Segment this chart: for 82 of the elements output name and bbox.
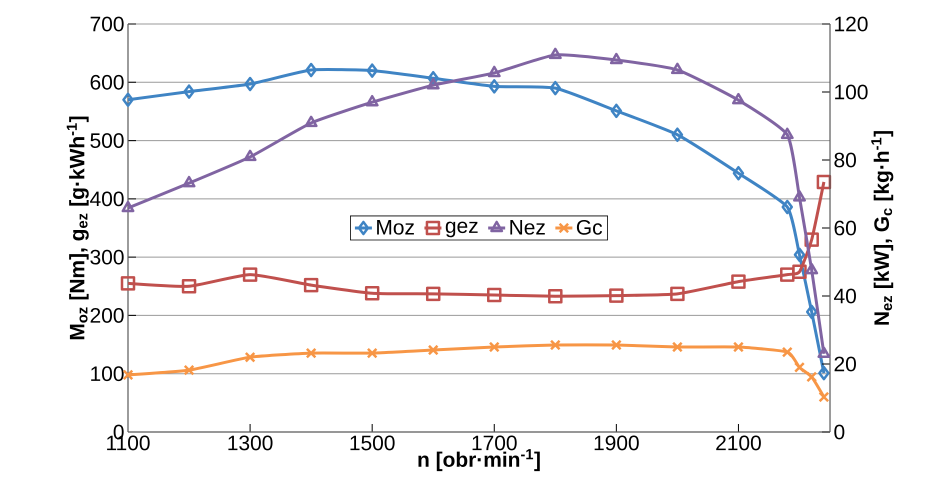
point bbox=[806, 304, 818, 320]
point bbox=[782, 200, 794, 214]
point bbox=[793, 190, 806, 202]
legend-label: Gc bbox=[576, 220, 602, 235]
y2-tick-label: 80 bbox=[834, 152, 856, 168]
point bbox=[782, 346, 793, 358]
point bbox=[732, 92, 745, 104]
point bbox=[780, 267, 795, 282]
point bbox=[610, 104, 622, 118]
point bbox=[244, 352, 256, 363]
point bbox=[818, 366, 830, 380]
y-tick-label: 700 bbox=[90, 16, 124, 32]
point bbox=[184, 364, 195, 376]
point bbox=[794, 248, 806, 262]
point bbox=[550, 339, 561, 350]
y-tick-label: 400 bbox=[90, 191, 124, 206]
point bbox=[242, 267, 258, 282]
y-tick-label: 300 bbox=[90, 250, 124, 265]
legend-label: Nez bbox=[510, 220, 545, 235]
point bbox=[182, 176, 196, 188]
point bbox=[366, 63, 378, 78]
y-axis-title: M$_{oz}$ [Nm], g$_{ez}$ [g·kWh$^{-1}$] bbox=[66, 116, 89, 340]
point bbox=[610, 339, 622, 350]
point bbox=[732, 166, 744, 180]
point bbox=[120, 276, 136, 291]
x-tick-label: 1300 bbox=[228, 436, 273, 450]
point bbox=[182, 279, 196, 294]
y2-tick-label: 100 bbox=[835, 84, 868, 100]
y2-tick-label: 120 bbox=[835, 16, 868, 32]
point bbox=[488, 66, 501, 78]
point bbox=[244, 150, 257, 162]
point bbox=[816, 174, 832, 190]
point bbox=[364, 286, 380, 301]
point bbox=[488, 342, 500, 352]
y2-tick-label: 40 bbox=[834, 288, 856, 304]
y2-tick-label: 20 bbox=[834, 356, 856, 372]
point bbox=[732, 342, 744, 352]
point bbox=[792, 264, 807, 279]
point bbox=[244, 76, 256, 92]
point bbox=[366, 348, 378, 359]
point bbox=[672, 342, 683, 352]
point bbox=[610, 52, 623, 64]
x-tick-label: 1700 bbox=[472, 436, 517, 450]
y-tick-label: 200 bbox=[90, 308, 124, 323]
point bbox=[426, 286, 440, 302]
point bbox=[304, 116, 318, 128]
point bbox=[609, 288, 624, 303]
point bbox=[817, 346, 830, 358]
point bbox=[670, 62, 684, 74]
point bbox=[306, 348, 317, 359]
point bbox=[366, 94, 379, 106]
point bbox=[731, 274, 746, 289]
y-tick-label: 600 bbox=[90, 74, 124, 90]
y-tick-label: 500 bbox=[90, 133, 124, 148]
point bbox=[426, 78, 440, 90]
point bbox=[488, 79, 500, 94]
point bbox=[548, 288, 563, 304]
point bbox=[780, 128, 794, 140]
point bbox=[805, 262, 818, 274]
point bbox=[550, 80, 562, 96]
point bbox=[122, 92, 134, 108]
point bbox=[305, 62, 317, 78]
point bbox=[183, 84, 195, 99]
legend-label: Moz bbox=[377, 220, 414, 235]
point bbox=[487, 288, 502, 302]
x-tick-label: 1500 bbox=[350, 436, 395, 450]
x-axis-title: n [obr·min$^{-1}$] bbox=[418, 449, 540, 472]
y2-axis-title: N$_{ez}$ [kW], G$_{c}$ [kg·h$^{-1}$] bbox=[871, 131, 894, 325]
y2-tick-label: 0 bbox=[834, 424, 844, 440]
point bbox=[672, 127, 684, 142]
point bbox=[794, 362, 805, 373]
point bbox=[670, 286, 685, 302]
x-tick-label: 1900 bbox=[594, 436, 639, 450]
x-tick-label: 2100 bbox=[716, 436, 761, 450]
point bbox=[818, 391, 830, 402]
point bbox=[428, 344, 439, 356]
point bbox=[806, 371, 818, 382]
point bbox=[304, 278, 318, 292]
point bbox=[548, 48, 562, 60]
y-tick-label: 100 bbox=[91, 366, 124, 382]
legend-label: gez bbox=[446, 222, 478, 238]
y2-tick-label: 60 bbox=[834, 220, 856, 236]
